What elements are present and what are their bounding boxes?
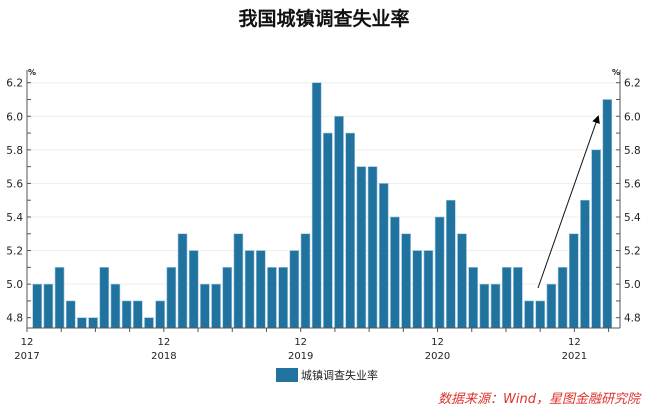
bar-10: [144, 317, 154, 329]
bar-4: [77, 317, 87, 329]
bar-15: [200, 283, 210, 329]
bar-31: [378, 183, 389, 329]
y-tick-label-left: 5.6: [6, 178, 23, 190]
y-tick-label-left: 5.4: [6, 212, 23, 224]
y-tick-label-right: 5.4: [624, 212, 641, 224]
y-tick-label-left: 5.0: [6, 279, 23, 291]
bar-28: [345, 132, 355, 329]
legend-label: 城镇调查失业率: [301, 369, 378, 382]
bar-34: [412, 250, 423, 329]
bar-20: [255, 250, 266, 329]
y-tick-label-right: 5.8: [624, 145, 641, 157]
bar-2: [54, 267, 65, 329]
bar-3: [65, 300, 76, 329]
bar-24: [300, 233, 311, 329]
bar-26: [323, 132, 333, 329]
bar-38: [457, 233, 467, 329]
y-tick-label-left: 5.8: [6, 145, 23, 157]
bar-44: [524, 300, 534, 329]
bar-23: [289, 250, 300, 329]
y-unit-left: %: [28, 68, 36, 77]
source-note: 数据来源：Wind，星图金融研究院: [438, 392, 640, 407]
bar-48: [568, 233, 579, 329]
bar-30: [367, 166, 378, 329]
bar-5: [88, 317, 98, 329]
x-tick-label-year: 2019: [288, 351, 313, 362]
legend: 城镇调查失业率: [276, 367, 378, 383]
bar-29: [356, 166, 367, 329]
x-tick-label-month: 12: [157, 337, 170, 348]
y-tick-label-left: 6.2: [6, 78, 23, 90]
chart-title: 我国城镇调查失业率: [238, 8, 410, 30]
bar-40: [479, 283, 490, 329]
bar-7: [110, 283, 121, 329]
bar-50: [591, 149, 601, 329]
bar-46: [546, 283, 557, 329]
bar-27: [334, 115, 344, 329]
bar-43: [513, 267, 523, 329]
y-tick-label-left: 4.8: [6, 313, 23, 325]
bar-11: [155, 300, 165, 329]
bar-21: [267, 267, 277, 329]
bar-51: [602, 99, 613, 329]
bar-36: [434, 216, 445, 329]
y-tick-label-right: 6.2: [624, 78, 641, 90]
bar-17: [222, 267, 233, 329]
bar-33: [401, 233, 411, 329]
bar-19: [244, 250, 255, 329]
x-tick-label-year: 2018: [151, 351, 176, 362]
bar-49: [580, 199, 590, 329]
x-tick-label-month: 12: [21, 337, 34, 348]
trend-arrow: [537, 115, 600, 289]
bar-32: [390, 216, 400, 329]
y-tick-label-right: 5.2: [624, 246, 641, 258]
bar-18: [233, 233, 244, 329]
y-tick-label-left: 6.0: [6, 111, 23, 123]
bar-45: [535, 300, 546, 329]
y-tick-label-right: 4.8: [624, 313, 641, 325]
y-tick-label-right: 5.6: [624, 178, 641, 190]
bar-22: [278, 267, 288, 329]
bar-13: [177, 233, 188, 329]
bar-14: [188, 250, 199, 329]
bar-12: [166, 267, 177, 329]
x-tick-label-month: 12: [568, 337, 581, 348]
bar-8: [121, 300, 132, 329]
legend-swatch: [276, 368, 298, 382]
bar-47: [557, 267, 568, 329]
y-tick-label-left: 5.2: [6, 246, 23, 258]
bar-39: [468, 267, 478, 329]
y-tick-label-right: 5.0: [624, 279, 641, 291]
x-tick-label-year: 2020: [425, 351, 450, 362]
bar-16: [211, 283, 221, 329]
bar-41: [490, 283, 501, 329]
bar-42: [501, 267, 512, 329]
bar-25: [311, 82, 322, 329]
bar-1: [43, 283, 54, 329]
x-tick-label-year: 2017: [14, 351, 39, 362]
bar-37: [446, 199, 456, 329]
y-unit-right: %: [612, 68, 620, 77]
x-tick-label-month: 12: [431, 337, 444, 348]
x-tick-label-month: 12: [294, 337, 307, 348]
bar-35: [423, 250, 434, 329]
bar-9: [133, 300, 143, 329]
y-tick-label-right: 6.0: [624, 111, 641, 123]
bar-6: [99, 267, 110, 329]
x-tick-label-year: 2021: [562, 351, 587, 362]
bar-0: [32, 283, 42, 329]
